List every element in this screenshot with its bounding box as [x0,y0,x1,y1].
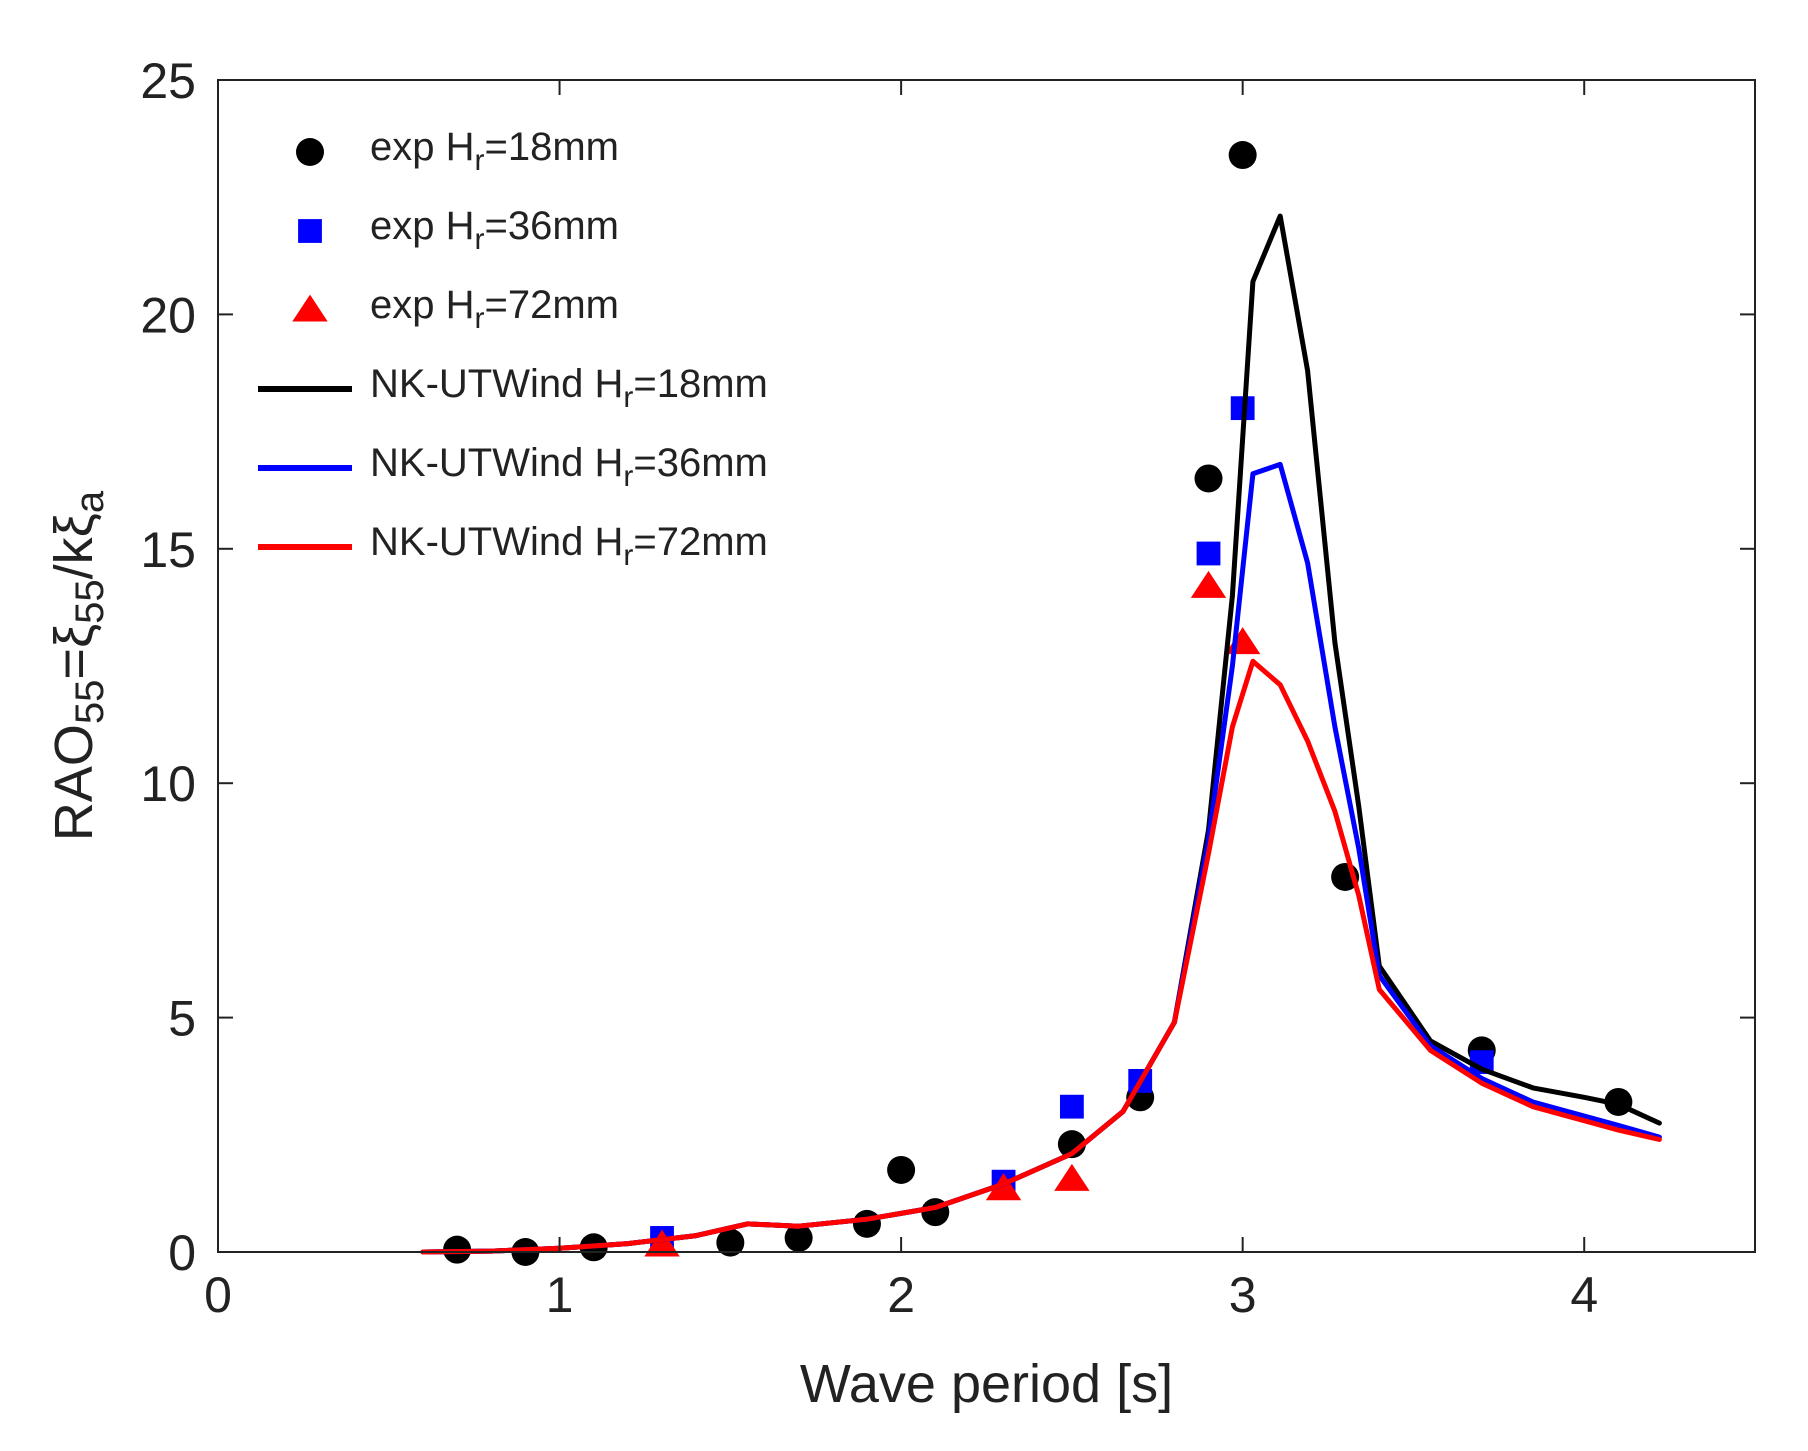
legend-label-subscript: r [475,302,485,335]
x-tick-label: 1 [546,1267,574,1323]
legend-label-main: exp H [370,125,475,169]
y-axis-label-part: RAO [44,724,104,841]
legend-label-main: NK-UTWind H [370,520,623,564]
data-point-circle [887,1155,916,1184]
y-axis-label-part: 55 [68,579,112,624]
data-point-circle [1228,141,1257,170]
legend-entry: exp Hr=36mm [298,204,619,256]
data-point-triangle [985,1173,1022,1201]
data-point-triangle [644,1229,680,1257]
y-axis-label-part: a [68,490,112,513]
legend-entry: NK-UTWind Hr=36mm [258,441,768,493]
legend-entry: exp Hr=72mm [292,283,619,335]
legend-symbol-circle [296,138,324,166]
legend-label: exp Hr=36mm [370,204,619,256]
data-point-triangle [1054,1163,1090,1191]
data-point-circle [852,1209,881,1238]
legend-symbol-square [298,219,322,243]
x-tick-label: 3 [1229,1267,1257,1323]
x-tick-label: 0 [204,1267,232,1323]
legend-label-subscript: r [475,144,485,177]
legend-entry: exp Hr=18mm [296,125,619,177]
x-tick-label: 4 [1570,1267,1598,1323]
y-tick-label: 5 [168,991,196,1047]
legend-label: exp Hr=18mm [370,125,619,177]
legend-label-main: exp H [370,204,475,248]
legend-label: exp Hr=72mm [370,283,619,335]
legend-label-tail: =72mm [485,283,620,327]
y-tick-label: 20 [140,287,196,343]
legend-label-subscript: r [623,381,633,414]
y-axis-label-part: =ξ [44,624,104,680]
legend-label-tail: =18mm [485,125,620,169]
y-tick-label: 25 [140,53,196,109]
y-tick-label: 10 [140,756,196,812]
y-axis-label: RAO55=ξ55/kξa [44,490,112,841]
data-point-circle [1057,1130,1086,1159]
plot-area-frame [217,79,1756,1253]
legend-entry: NK-UTWind Hr=18mm [258,362,768,414]
y-tick-labels: 0 5 10 15 20 25 [140,53,196,1281]
x-tick-labels: 0 1 2 3 4 [204,1267,1598,1323]
data-point-circle [784,1223,813,1252]
y-tick-label: 0 [168,1225,196,1281]
plot-series [420,141,1662,1266]
data-point-circle [1194,464,1223,493]
legend-symbol-triangle [292,294,328,322]
legend-label-main: NK-UTWind H [370,362,623,406]
x-axis-label: Wave period [s] [800,1354,1173,1414]
legend-label-tail: =36mm [633,441,768,485]
data-point-triangle [1190,570,1227,598]
data-point-circle [716,1228,745,1257]
series-line-3 [420,658,1662,1255]
legend-label-main: exp H [370,283,475,327]
legend-label-tail: =36mm [485,204,620,248]
legend-label: NK-UTWind Hr=18mm [370,362,768,414]
data-point-square [1059,1094,1084,1119]
legend-label-subscript: r [623,460,633,493]
data-point-square [1196,541,1221,566]
legend-label-tail: =72mm [633,520,768,564]
y-tick-label: 15 [140,522,196,578]
y-axis-label-part: /kξ [44,513,104,579]
legend-label-subscript: r [623,539,633,572]
legend-label-subscript: r [475,223,485,256]
legend-label-main: NK-UTWind H [370,441,623,485]
axis-ticks [217,79,1755,1253]
y-axis-label-part: 55 [68,680,112,725]
x-tick-label: 2 [887,1267,915,1323]
legend-label-tail: =18mm [633,362,768,406]
legend-label: NK-UTWind Hr=72mm [370,520,768,572]
legend-label: NK-UTWind Hr=36mm [370,441,768,493]
legend-entry: NK-UTWind Hr=72mm [258,520,768,572]
